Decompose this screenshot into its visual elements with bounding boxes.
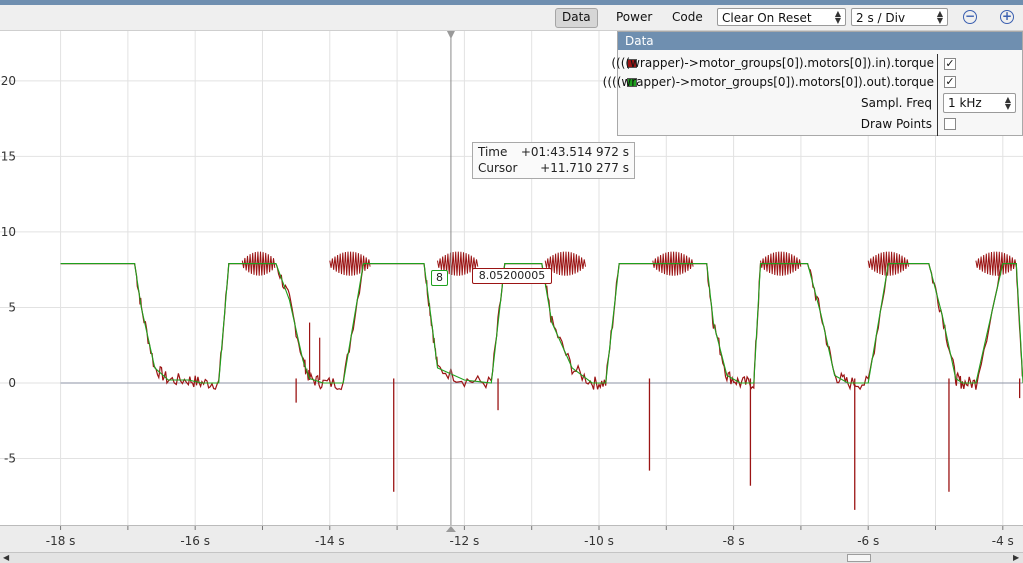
timebase-select-value: 2 s / Div (856, 11, 906, 25)
cursor-value: +11.710 277 s (540, 161, 629, 175)
series-out-line (60, 263, 1023, 384)
scroll-right-icon[interactable]: ▶ (1013, 553, 1020, 562)
draw-points-checkbox[interactable] (944, 118, 956, 130)
y-tick-label: 10 (1, 225, 16, 239)
y-tick-label: 20 (1, 74, 16, 88)
mode-select[interactable]: Clear On Reset ▲ ▼ (717, 8, 846, 26)
red-value-label: 8.05200005 (472, 268, 552, 284)
y-tick-label: 5 (8, 300, 16, 314)
legend-title: Data (618, 32, 1022, 50)
green-value-label: 8 (431, 270, 448, 286)
y-axis-ticks: -5 0 5 10 15 20 (1, 74, 16, 466)
x-tick-label: -4 s (992, 534, 1014, 548)
tab-power[interactable]: Power (616, 10, 653, 24)
time-label: Time (478, 145, 508, 159)
cursor-info-box: Time +01:43.514 972 s Cursor +11.710 277… (472, 142, 635, 179)
legend-series-name: ((((wrapper)->motor_groups[0]).motors[0]… (611, 56, 934, 70)
x-tick-label: -12 s (450, 534, 480, 548)
legend-item-out[interactable]: ((((wrapper)->motor_groups[0]).motors[0]… (603, 73, 1022, 93)
oscillation-burst (437, 251, 479, 276)
x-tick-label: -10 s (584, 534, 614, 548)
zoom-in-icon[interactable]: + (1000, 9, 1014, 24)
x-tick-label: -6 s (857, 534, 879, 548)
toolbar: Data Power Code Clear On Reset ▲ ▼ 2 s / … (0, 5, 1023, 31)
y-tick-label: -5 (4, 452, 16, 466)
time-value: +01:43.514 972 s (520, 145, 629, 159)
window-top-strip (0, 0, 1023, 5)
legend-series-name: ((((wrapper)->motor_groups[0]).motors[0]… (602, 75, 934, 89)
series-color-swatch[interactable] (627, 59, 637, 68)
oscillation-burst (975, 251, 1017, 276)
cursor-label: Cursor (478, 161, 518, 175)
y-tick-label: 15 (1, 149, 16, 163)
x-tick-label: -8 s (723, 534, 745, 548)
zoom-out-icon[interactable]: − (963, 9, 977, 24)
updown-arrows-icon: ▲ ▼ (1004, 95, 1011, 111)
tab-code[interactable]: Code (672, 10, 703, 24)
x-tick-label: -16 s (180, 534, 210, 548)
series-visible-checkbox[interactable]: ✓ (944, 57, 956, 70)
updown-arrows-icon: ▲ ▼ (834, 9, 841, 25)
x-axis-bar: -18 s -16 s -14 s -12 s -10 s -8 s -6 s -4 s (0, 525, 1023, 553)
mode-select-value: Clear On Reset (722, 11, 812, 25)
legend-item-in[interactable]: ((((wrapper)->motor_groups[0]).motors[0]… (611, 54, 1022, 74)
tab-data[interactable]: Data (555, 8, 598, 28)
series-color-swatch[interactable] (627, 78, 637, 87)
y-tick-label: 0 (8, 376, 16, 390)
scroll-left-icon[interactable]: ◀ (3, 553, 10, 562)
legend-separator (937, 54, 938, 136)
timebase-select[interactable]: 2 s / Div ▲ ▼ (851, 8, 948, 26)
oscillation-burst (329, 251, 371, 276)
cursor-handle-icon[interactable] (446, 31, 455, 39)
series-in-spikes (295, 322, 1021, 510)
cursor-marker-icon (445, 526, 456, 532)
sampl-freq-value: 1 kHz (948, 96, 982, 110)
x-axis: -18 s -16 s -14 s -12 s -10 s -8 s -6 s -4 s (46, 526, 1014, 548)
updown-arrows-icon: ▲ ▼ (936, 9, 943, 25)
x-tick-label: -18 s (46, 534, 76, 548)
x-tick-label: -14 s (315, 534, 345, 548)
scrollbar-thumb[interactable] (847, 554, 871, 562)
sampl-freq-select[interactable]: 1 kHz ▲ ▼ (943, 93, 1016, 113)
series-visible-checkbox[interactable]: ✓ (944, 75, 956, 88)
horizontal-scrollbar[interactable]: ◀ ▶ (0, 552, 1023, 563)
sampl-freq-label: Sampl. Freq (861, 96, 932, 110)
legend-panel: Data ((((wrapper)->motor_groups[0]).moto… (603, 31, 1023, 136)
draw-points-label: Draw Points (860, 117, 932, 131)
